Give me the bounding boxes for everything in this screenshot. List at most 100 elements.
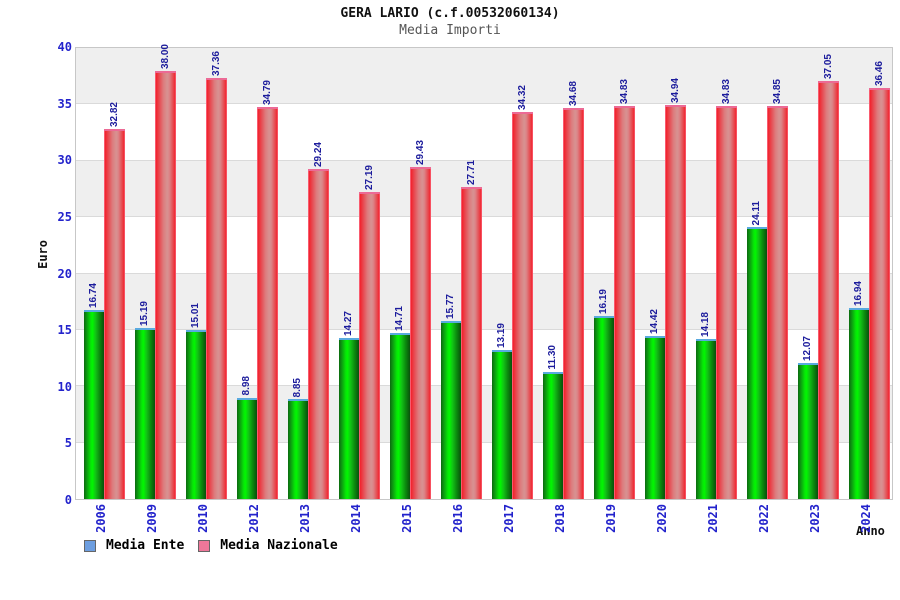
bar-group-2020: 14.42 34.94 2020	[637, 48, 688, 533]
x-tick-label-2013: 2013	[298, 504, 312, 533]
y-tick-label: 20	[57, 266, 72, 281]
bar-media-ente-2023: 12.07	[798, 336, 818, 499]
bar-group-2014: 14.27 27.19 2014	[331, 48, 382, 533]
x-tick-label-2015: 2015	[400, 504, 414, 533]
x-axis-title: Anno	[856, 524, 885, 538]
bar-group-2012: 8.98 34.79 2012	[229, 48, 280, 533]
bar-media-nazionale-2009: 38.00	[155, 44, 176, 499]
value-label: 29.43	[414, 140, 426, 166]
bar-group-2006: 16.74 32.82 2006	[76, 48, 127, 533]
bar-media-ente-2014: 14.27	[339, 311, 359, 499]
y-tick-label: 30	[57, 153, 72, 168]
value-label: 16.74	[88, 283, 99, 309]
bar-media-nazionale-2014: 27.19	[359, 165, 380, 499]
bar-media-nazionale-2020: 34.94	[665, 78, 686, 499]
x-tick-label-2010: 2010	[196, 504, 210, 533]
y-tick-label: 25	[57, 209, 72, 224]
x-tick-label-2018: 2018	[553, 504, 567, 533]
x-tick-label-2017: 2017	[502, 504, 516, 533]
bar-media-nazionale-2021: 34.83	[716, 79, 737, 499]
y-axis-title: Euro	[36, 240, 50, 269]
legend-item-media-ente: Media Ente	[84, 538, 184, 553]
x-tick-label-2006: 2006	[94, 504, 108, 533]
legend-item-media-nazionale: Media Nazionale	[198, 538, 338, 553]
value-label: 36.46	[873, 60, 885, 86]
bar-media-ente-2022: 24.11	[747, 201, 767, 499]
value-label: 15.01	[190, 302, 201, 328]
bar-group-2018: 11.30 34.68 2018	[535, 48, 586, 533]
bar-media-nazionale-2006: 32.82	[104, 102, 125, 499]
bar-media-ente-2020: 14.42	[645, 309, 665, 499]
value-label: 14.18	[700, 312, 711, 338]
bar-media-ente-2018: 11.30	[543, 345, 563, 499]
value-label: 15.19	[139, 300, 150, 326]
bar-media-nazionale-2018: 34.68	[563, 81, 584, 499]
value-label: 27.71	[465, 159, 477, 185]
bar-group-2019: 16.19 34.83 2019	[586, 48, 637, 533]
bar-media-ente-2017: 13.19	[492, 323, 512, 499]
value-label: 8.98	[241, 376, 252, 396]
x-tick-label-2016: 2016	[451, 504, 465, 533]
bar-media-ente-2016: 15.77	[441, 294, 461, 499]
x-tick-label-2012: 2012	[247, 504, 261, 533]
chart-title: GERA LARIO (c.f.00532060134)	[340, 6, 560, 21]
bar-media-ente-2006: 16.74	[84, 283, 104, 499]
bar-media-ente-2015: 14.71	[390, 306, 410, 499]
chart-subtitle: Media Importi	[399, 23, 501, 38]
value-label: 8.85	[292, 377, 303, 398]
bar-media-nazionale-2012: 34.79	[257, 80, 278, 499]
value-label: 14.27	[343, 311, 354, 337]
x-tick-label-2023: 2023	[808, 504, 822, 533]
bar-media-nazionale-2019: 34.83	[614, 79, 635, 499]
bar-media-ente-2010: 15.01	[186, 303, 206, 499]
y-tick-label: 15	[57, 323, 72, 338]
value-label: 32.82	[108, 101, 120, 127]
bar-media-nazionale-2016: 27.71	[461, 160, 482, 499]
value-label: 34.79	[261, 79, 273, 105]
bar-media-ente-2012: 8.98	[237, 376, 257, 499]
value-label: 38.00	[159, 43, 171, 69]
bar-group-2010: 15.01 37.36 2010	[178, 48, 229, 533]
x-tick-label-2020: 2020	[655, 504, 669, 533]
x-tick-label-2019: 2019	[604, 504, 618, 533]
value-label: 34.32	[516, 85, 528, 111]
value-label: 29.24	[312, 142, 324, 168]
bar-group-2013: 8.85 29.24 2013	[280, 48, 331, 533]
bar-media-ente-2019: 16.19	[594, 289, 614, 499]
x-tick-label-2022: 2022	[757, 504, 771, 533]
value-label: 15.77	[445, 294, 456, 320]
value-label: 27.19	[363, 165, 375, 191]
bar-group-2009: 15.19 38.00 2009	[127, 44, 178, 533]
bar-media-ente-2024: 16.94	[849, 281, 869, 499]
value-label: 34.68	[567, 80, 579, 106]
x-tick-label-2024: 2024	[859, 504, 873, 533]
bar-media-nazionale-2023: 37.05	[818, 54, 839, 499]
value-label: 16.19	[598, 289, 609, 315]
legend-label-media-ente: Media Ente	[106, 538, 185, 553]
y-tick-label: 10	[57, 379, 72, 394]
x-tick-label-2009: 2009	[145, 504, 159, 533]
x-tick-label-2014: 2014	[349, 504, 363, 533]
value-label: 14.42	[649, 309, 660, 335]
value-label: 12.07	[802, 335, 813, 361]
bar-group-2016: 15.77 27.71 2016	[433, 48, 484, 533]
bar-media-ente-2013: 8.85	[288, 378, 308, 499]
bar-media-nazionale-2017: 34.32	[512, 85, 533, 499]
y-tick-label: 35	[57, 96, 72, 111]
bar-group-2022: 24.11 34.85 2022	[739, 48, 790, 533]
value-label: 34.83	[618, 79, 630, 105]
value-label: 37.36	[210, 50, 222, 76]
bar-group-2017: 13.19 34.32 2017	[484, 48, 535, 533]
bar-group-2024: 16.94 36.46 2024	[841, 48, 892, 533]
y-tick-label: 0	[64, 493, 72, 507]
y-tick-label: 5	[64, 436, 72, 451]
bar-group-2021: 14.18 34.83 2021	[688, 48, 739, 533]
bar-media-ente-2009: 15.19	[135, 301, 155, 499]
value-label: 14.71	[394, 306, 405, 332]
value-label: 13.19	[496, 323, 507, 349]
x-tick-label-2021: 2021	[706, 504, 720, 533]
media-nazionale-marker-icon	[198, 539, 211, 552]
value-label: 24.11	[751, 200, 762, 226]
legend-label-media-nazionale: Media Nazionale	[220, 538, 338, 553]
